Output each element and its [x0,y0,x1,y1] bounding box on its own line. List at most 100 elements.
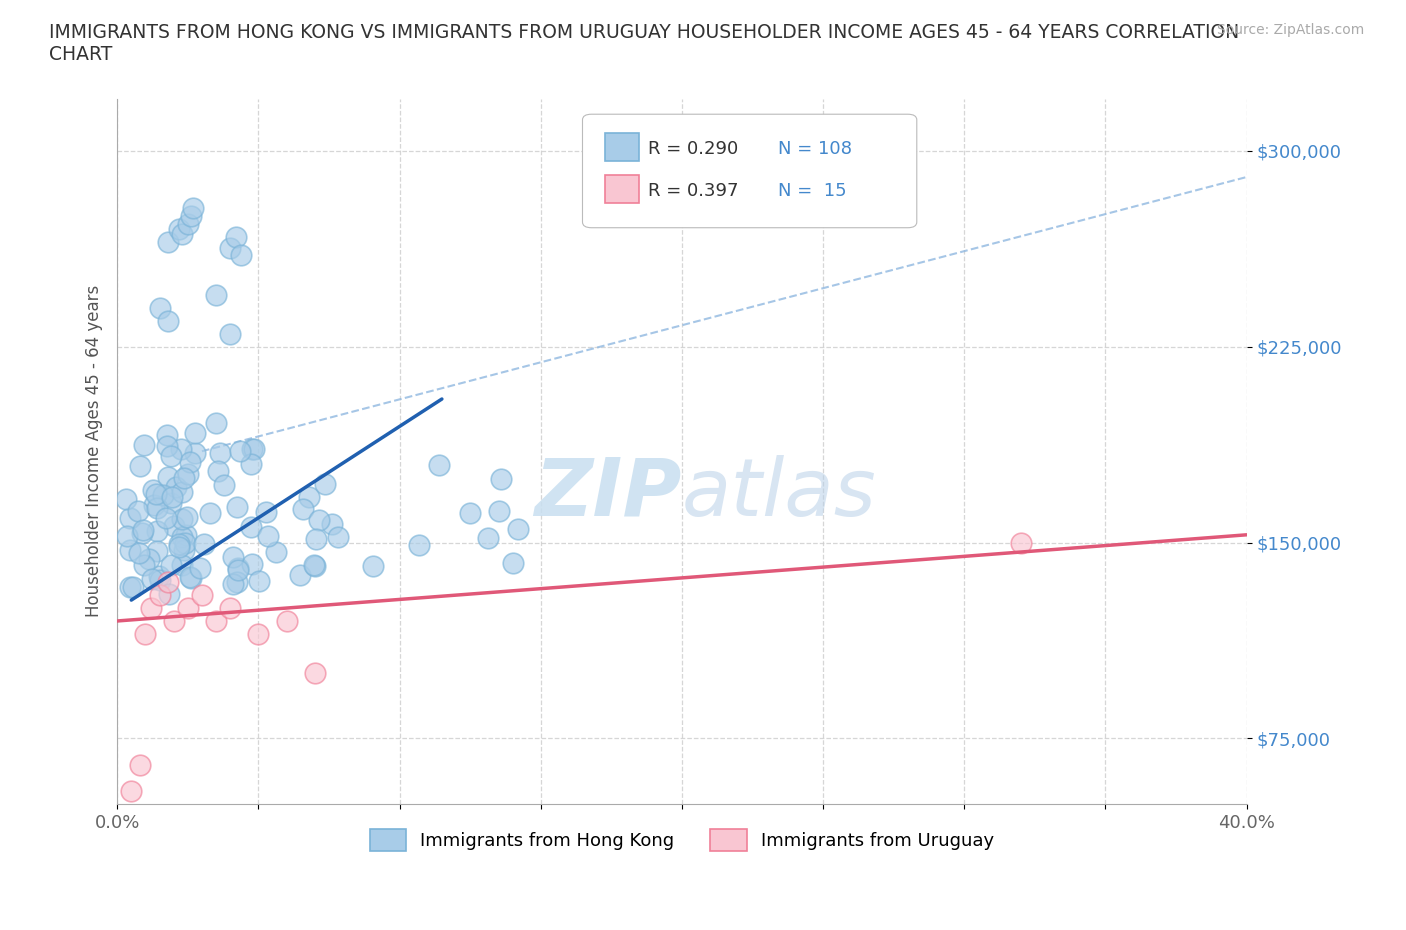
Point [165,480,187,495]
Point [477,531,499,546]
Text: ZIP: ZIP [534,455,682,533]
Point [1010,535,1032,550]
Point [170,557,193,572]
Point [361,559,384,574]
Point [308,512,330,527]
Point [120,783,142,798]
Point [502,555,524,570]
Point [167,537,190,551]
Point [179,455,201,470]
FancyBboxPatch shape [582,114,917,228]
Point [408,538,430,552]
Legend: Immigrants from Hong Kong, Immigrants from Uruguay: Immigrants from Hong Kong, Immigrants fr… [363,822,1001,858]
Point [228,444,250,458]
Point [132,437,155,452]
Point [222,577,245,591]
Point [191,588,214,603]
Point [242,442,264,457]
Point [156,439,179,454]
Text: R = 0.397: R = 0.397 [648,182,738,200]
Text: N = 108: N = 108 [778,140,852,157]
Point [146,500,169,515]
Point [118,511,141,525]
Text: atlas: atlas [682,455,876,533]
Point [172,485,194,499]
Point [131,525,153,540]
Point [328,530,350,545]
Point [183,201,205,216]
Point [128,545,150,560]
Point [115,528,138,543]
Point [180,208,202,223]
Point [148,568,170,583]
Point [120,579,142,594]
Point [291,501,314,516]
Point [221,549,243,564]
Point [226,575,249,590]
Point [159,496,181,511]
Point [141,572,163,587]
Point [139,601,162,616]
Point [172,529,194,544]
Point [207,464,229,479]
Point [242,557,264,572]
Point [120,542,142,557]
Point [127,503,149,518]
Point [176,510,198,525]
Point [314,476,336,491]
Point [121,580,143,595]
Point [184,425,207,440]
Point [145,486,167,501]
Point [152,487,174,502]
Point [115,492,138,507]
Point [226,563,249,578]
Point [488,504,510,519]
Point [167,539,190,554]
Point [427,458,450,472]
Point [129,458,152,473]
Point [172,512,194,526]
Point [226,499,249,514]
Point [148,300,170,315]
Text: N =  15: N = 15 [778,182,846,200]
Point [156,470,179,485]
Point [169,222,191,237]
Point [156,428,179,443]
Point [142,483,165,498]
Point [148,588,170,603]
Point [184,445,207,460]
Point [160,490,183,505]
Point [288,567,311,582]
Point [321,517,343,532]
Point [149,572,172,587]
Point [304,559,326,574]
Point [128,757,150,772]
Point [179,570,201,585]
Point [264,545,287,560]
Text: R = 0.290: R = 0.290 [648,140,738,157]
Point [240,457,263,472]
Point [256,528,278,543]
Point [160,448,183,463]
Point [155,511,177,525]
Point [170,442,193,457]
Point [226,561,249,576]
Point [219,601,242,616]
Point [219,326,242,341]
Point [159,557,181,572]
Point [231,248,253,263]
Point [239,520,262,535]
Point [506,522,529,537]
Point [156,575,179,590]
Point [173,542,195,557]
Point [247,627,270,642]
Point [142,498,165,512]
Y-axis label: Householder Income Ages 45 - 64 years: Householder Income Ages 45 - 64 years [86,286,103,618]
Point [132,522,155,537]
Point [205,614,228,629]
Point [172,227,194,242]
Point [242,441,264,456]
Point [205,416,228,431]
Point [176,527,198,542]
Point [173,471,195,485]
